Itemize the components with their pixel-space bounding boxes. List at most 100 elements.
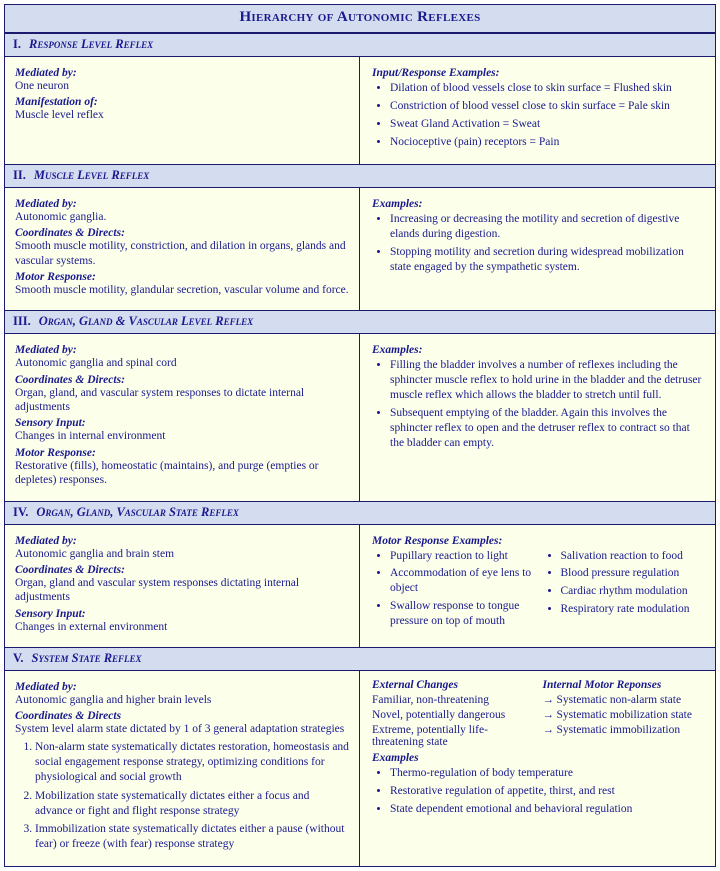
list-item: Cardiac rhythm modulation	[561, 584, 706, 599]
sensory-value: Changes in internal environment	[15, 429, 349, 443]
coord-value: Organ, gland, and vascular system respon…	[15, 386, 349, 415]
internal-value: Systematic non-alarm state	[557, 694, 682, 706]
section-1-header: I. Response Level Reflex	[5, 33, 715, 57]
examples-heading: Motor Response Examples:	[372, 535, 705, 547]
section-2-num: II.	[13, 168, 26, 183]
list-item: Respiratory rate modulation	[561, 602, 706, 617]
page-title: Hierarchy of Autonomic Reflexes	[5, 5, 715, 33]
document-page: Hierarchy of Autonomic Reflexes I. Respo…	[4, 4, 716, 867]
strategies-list: Non-alarm state systematically dictates …	[17, 740, 349, 853]
list-item: Constriction of blood vessel close to sk…	[390, 99, 705, 114]
section-1-num: I.	[13, 37, 21, 52]
internal-value: Systematic immobilization	[557, 724, 681, 736]
list-item: Blood pressure regulation	[561, 566, 706, 581]
section-5-right: External Changes Internal Motor Reponses…	[360, 671, 715, 866]
section-5-left: Mediated by: Autonomic ganglia and highe…	[5, 671, 360, 866]
internal-responses-heading: Internal Motor Reponses	[543, 679, 706, 691]
internal-value: Systematic mobilization state	[557, 709, 692, 721]
external-value: Novel, potentially dangerous	[372, 709, 535, 724]
examples-heading: Examples:	[372, 198, 705, 210]
mediated-label: Mediated by:	[15, 67, 349, 79]
examples-list: Dilation of blood vessels close to skin …	[374, 81, 705, 150]
section-1-body: Mediated by: One neuron Manifestation of…	[5, 57, 715, 164]
coord-label: Coordinates & Directs:	[15, 564, 349, 576]
list-item: Swallow response to tongue pressure on t…	[390, 599, 535, 629]
motor-label: Motor Response:	[15, 271, 349, 283]
sensory-label: Sensory Input:	[15, 417, 349, 429]
list-item: Salivation reaction to food	[561, 549, 706, 564]
list-item: Subsequent emptying of the bladder. Agai…	[390, 406, 705, 451]
mediated-value: One neuron	[15, 79, 349, 93]
manifest-label: Manifestation of:	[15, 96, 349, 108]
arrow-icon: →	[543, 709, 557, 721]
list-item: Sweat Gland Activation = Sweat	[390, 117, 705, 132]
list-item: Thermo-regulation of body temperature	[390, 766, 705, 781]
section-4-right: Motor Response Examples: Pupillary react…	[360, 525, 715, 648]
list-item: State dependent emotional and behavioral…	[390, 802, 705, 817]
examples-heading: Examples:	[372, 344, 705, 356]
motor-value: Smooth muscle motility, glandular secret…	[15, 283, 349, 297]
list-item: Mobilization state systematically dictat…	[35, 789, 349, 819]
examples-col-a: Pupillary reaction to light Accommodatio…	[374, 549, 535, 630]
section-4-header: IV. Organ, Gland, Vascular State Reflex	[5, 501, 715, 525]
external-changes-heading: External Changes	[372, 679, 535, 691]
motor-value: Restorative (fills), homeostatic (mainta…	[15, 459, 349, 488]
coord-value: Smooth muscle motility, constriction, an…	[15, 239, 349, 268]
section-2-body: Mediated by: Autonomic ganglia. Coordina…	[5, 188, 715, 311]
coord-label: Coordinates & Directs:	[15, 374, 349, 386]
section-1-title: Response Level Reflex	[29, 37, 153, 52]
section-2-header: II. Muscle Level Reflex	[5, 164, 715, 188]
mediated-value: Autonomic ganglia.	[15, 210, 349, 224]
section-3-num: III.	[13, 314, 31, 329]
section-1-left: Mediated by: One neuron Manifestation of…	[5, 57, 360, 164]
external-value: Extreme, potentially life-threatening st…	[372, 724, 535, 748]
section-3-left: Mediated by: Autonomic ganglia and spina…	[5, 334, 360, 500]
section-4-title: Organ, Gland, Vascular State Reflex	[36, 505, 238, 520]
section-5-header: V. System State Reflex	[5, 647, 715, 671]
section-5-title: System State Reflex	[32, 651, 142, 666]
section-5-body: Mediated by: Autonomic ganglia and highe…	[5, 671, 715, 866]
coord-value: Organ, gland and vascular system respons…	[15, 576, 349, 605]
mediated-label: Mediated by:	[15, 344, 349, 356]
list-item: Non-alarm state systematically dictates …	[35, 740, 349, 785]
mediated-label: Mediated by:	[15, 681, 349, 693]
sensory-label: Sensory Input:	[15, 608, 349, 620]
manifest-value: Muscle level reflex	[15, 108, 349, 122]
list-item: Accommodation of eye lens to object	[390, 566, 535, 596]
section-3-right: Examples: Filling the bladder involves a…	[360, 334, 715, 500]
list-item: Pupillary reaction to light	[390, 549, 535, 564]
list-item: Restorative regulation of appetite, thir…	[390, 784, 705, 799]
section-3-header: III. Organ, Gland & Vascular Level Refle…	[5, 310, 715, 334]
coord-label: Coordinates & Directs:	[15, 227, 349, 239]
section-4-num: IV.	[13, 505, 28, 520]
section-3-body: Mediated by: Autonomic ganglia and spina…	[5, 334, 715, 500]
arrow-icon: →	[543, 724, 557, 736]
ext-int-headings: External Changes Internal Motor Reponses	[372, 679, 705, 691]
section-3-title: Organ, Gland & Vascular Level Reflex	[39, 314, 253, 329]
mediated-value: Autonomic ganglia and higher brain level…	[15, 693, 349, 707]
section-2-title: Muscle Level Reflex	[34, 168, 149, 183]
section-2-right: Examples: Increasing or decreasing the m…	[360, 188, 715, 311]
coord-value: System level alarm state dictated by 1 o…	[15, 722, 349, 736]
section-5-num: V.	[13, 651, 24, 666]
examples-list: Filling the bladder involves a number of…	[374, 358, 705, 451]
list-item: Dilation of blood vessels close to skin …	[390, 81, 705, 96]
section-2-left: Mediated by: Autonomic ganglia. Coordina…	[5, 188, 360, 311]
list-item: Stopping motility and secretion during w…	[390, 245, 705, 275]
examples-list: Increasing or decreasing the motility an…	[374, 212, 705, 275]
arrow-icon: →	[543, 694, 557, 706]
ext-int-row: Extreme, potentially life-threatening st…	[372, 724, 705, 748]
ext-int-row: Novel, potentially dangerous →Systematic…	[372, 709, 705, 724]
motor-label: Motor Response:	[15, 447, 349, 459]
mediated-label: Mediated by:	[15, 535, 349, 547]
list-item: Immobilization state systematically dict…	[35, 822, 349, 852]
two-column-list: Pupillary reaction to light Accommodatio…	[372, 547, 705, 634]
coord-label: Coordinates & Directs	[15, 710, 349, 722]
section-1-right: Input/Response Examples: Dilation of blo…	[360, 57, 715, 164]
list-item: Filling the bladder involves a number of…	[390, 358, 705, 403]
examples-heading: Examples	[372, 752, 705, 764]
list-item: Nocioceptive (pain) receptors = Pain	[390, 135, 705, 150]
list-item: Increasing or decreasing the motility an…	[390, 212, 705, 242]
mediated-value: Autonomic ganglia and brain stem	[15, 547, 349, 561]
sensory-value: Changes in external environment	[15, 620, 349, 634]
